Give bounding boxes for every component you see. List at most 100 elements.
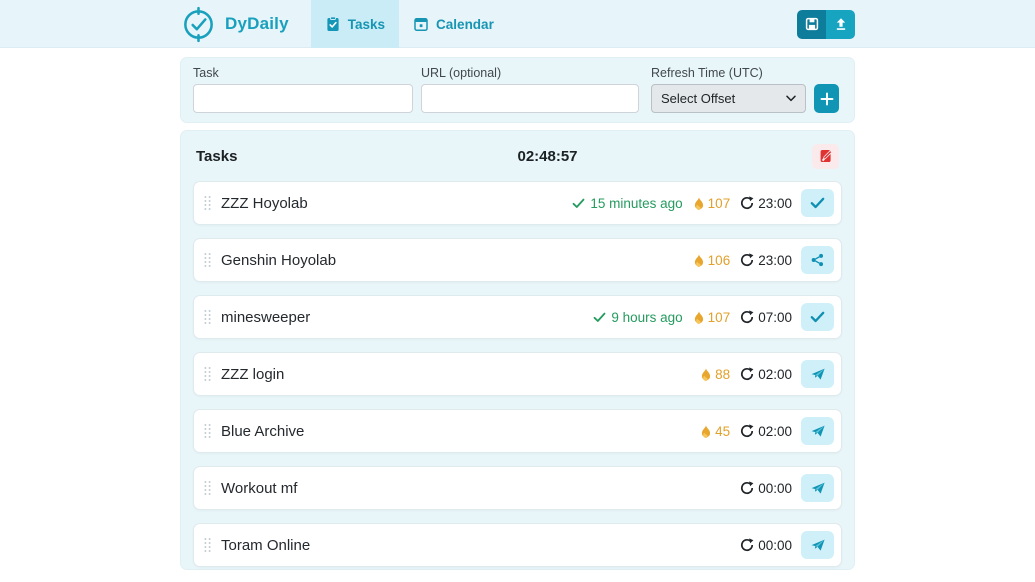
floppy-disk-icon — [804, 16, 820, 32]
drag-handle-icon[interactable] — [203, 252, 212, 268]
refresh-time: 00:00 — [758, 537, 792, 553]
streak: 107 — [693, 309, 731, 325]
log-button[interactable] — [812, 143, 839, 169]
drag-handle-icon[interactable] — [203, 423, 212, 439]
refresh-at: 00:00 — [740, 538, 792, 553]
task-meta: 106 23:00 — [693, 246, 834, 274]
share-icon — [810, 252, 825, 268]
utc-clock: 02:48:57 — [517, 147, 578, 165]
check-icon — [810, 311, 825, 323]
logo-clock-check-icon — [180, 6, 217, 43]
url-label: URL (optional) — [421, 66, 502, 80]
drag-handle-icon[interactable] — [203, 480, 212, 496]
last-done-text: 9 hours ago — [611, 309, 683, 325]
streak-count: 107 — [707, 195, 731, 211]
task-name: minesweeper — [221, 308, 311, 326]
refresh-time: 07:00 — [758, 309, 792, 325]
task-action-button[interactable] — [801, 189, 834, 217]
drag-handle-icon[interactable] — [203, 309, 212, 325]
refresh-at: 07:00 — [740, 310, 792, 325]
streak-count: 107 — [707, 309, 731, 325]
plus-icon — [820, 92, 834, 106]
refresh-time-label: Refresh Time (UTC) — [651, 66, 763, 80]
task-input[interactable] — [193, 84, 413, 113]
arrow-clockwise-icon — [740, 367, 754, 381]
refresh-at: 23:00 — [740, 196, 792, 211]
task-action-button[interactable] — [801, 360, 834, 388]
task-row: Blue Archive 45 02: — [193, 409, 842, 453]
task-name: Genshin Hoyolab — [221, 251, 337, 269]
flame-icon — [693, 310, 705, 325]
refresh-time: 02:00 — [758, 366, 792, 382]
task-name: Workout mf — [221, 479, 298, 497]
task-action-button[interactable] — [801, 531, 834, 559]
task-row: ZZZ login 88 02:00 — [193, 352, 842, 396]
task-meta: 00:00 — [740, 474, 834, 502]
drag-handle-icon[interactable] — [203, 537, 212, 553]
brand-name: DyDaily — [225, 14, 289, 33]
refresh-time: 23:00 — [758, 252, 792, 268]
paper-plane-icon — [810, 367, 826, 381]
tasks-panel: Tasks 02:48:57 — [180, 130, 855, 570]
add-task-form: Task URL (optional) Refresh Time (UTC) S… — [180, 57, 855, 123]
tab-tasks[interactable]: Tasks — [310, 0, 400, 48]
tasks-panel-header: Tasks 02:48:57 — [193, 143, 842, 169]
task-meta: 15 minutes ago 107 23:00 — [572, 189, 834, 217]
task-row: Toram Online 00:00 — [193, 523, 842, 567]
refresh-time: 00:00 — [758, 480, 792, 496]
task-row: minesweeper 9 hours ago 107 — [193, 295, 842, 339]
flame-icon — [700, 367, 712, 382]
streak-count: 45 — [715, 423, 731, 439]
save-button[interactable] — [797, 9, 826, 39]
clipboard-check-icon — [325, 16, 341, 32]
red-note-pencil-icon — [818, 148, 834, 164]
arrow-clockwise-icon — [740, 538, 754, 552]
task-list: ZZZ Hoyolab 15 minutes ago 107 — [193, 181, 842, 567]
upload-button[interactable] — [826, 9, 855, 39]
add-task-button[interactable] — [814, 84, 839, 113]
arrow-clockwise-icon — [740, 310, 754, 324]
header-actions — [797, 9, 855, 39]
upload-arrow-icon — [833, 16, 849, 32]
task-row: Workout mf 00:00 — [193, 466, 842, 510]
brand: DyDaily — [180, 6, 289, 43]
tasks-title: Tasks — [196, 147, 238, 165]
streak: 107 — [693, 195, 731, 211]
refresh-at: 02:00 — [740, 367, 792, 382]
refresh-time: 23:00 — [758, 195, 792, 211]
tab-calendar-label: Calendar — [436, 16, 494, 32]
task-action-button[interactable] — [801, 246, 834, 274]
task-row: Genshin Hoyolab 106 — [193, 238, 842, 282]
refresh-at: 23:00 — [740, 253, 792, 268]
task-meta: 88 02:00 — [700, 360, 834, 388]
drag-handle-icon[interactable] — [203, 366, 212, 382]
chevron-down-icon — [786, 95, 796, 102]
task-action-button[interactable] — [801, 474, 834, 502]
task-action-button[interactable] — [801, 303, 834, 331]
task-name: ZZZ login — [221, 365, 285, 383]
top-bar: DyDaily Tasks Calendar — [0, 0, 1035, 48]
arrow-clockwise-icon — [740, 424, 754, 438]
last-done: 15 minutes ago — [572, 195, 683, 211]
refresh-offset-select[interactable]: Select Offset — [651, 84, 806, 113]
flame-icon — [693, 253, 705, 268]
tab-tasks-label: Tasks — [347, 16, 386, 32]
streak: 106 — [693, 252, 731, 268]
arrow-clockwise-icon — [740, 196, 754, 210]
calendar-icon — [413, 16, 429, 32]
task-action-button[interactable] — [801, 417, 834, 445]
paper-plane-icon — [810, 538, 826, 552]
streak-count: 88 — [715, 366, 731, 382]
streak-count: 106 — [707, 252, 731, 268]
url-input[interactable] — [421, 84, 639, 113]
streak: 45 — [700, 424, 730, 439]
refresh-at: 02:00 — [740, 424, 792, 439]
last-done-text: 15 minutes ago — [590, 195, 683, 211]
streak: 88 — [700, 367, 730, 382]
paper-plane-icon — [810, 481, 826, 495]
drag-handle-icon[interactable] — [203, 195, 212, 211]
task-meta: 00:00 — [740, 531, 834, 559]
paper-plane-icon — [810, 424, 826, 438]
last-done: 9 hours ago — [593, 309, 683, 325]
tab-calendar[interactable]: Calendar — [399, 0, 508, 48]
